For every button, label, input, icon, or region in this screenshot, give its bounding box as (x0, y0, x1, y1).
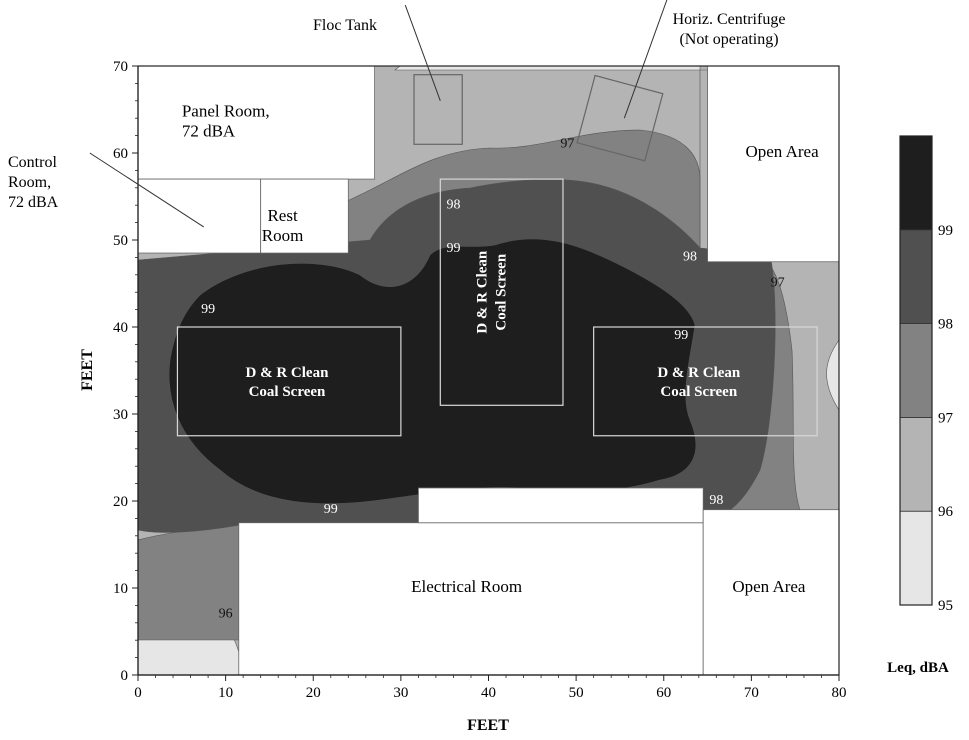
colorbar-band (899, 229, 933, 325)
x-tick-label: 50 (569, 685, 584, 701)
colorbar-band (899, 323, 933, 418)
callouts: Floc Tank Horiz. Centrifuge (Not operating… (8, 0, 786, 228)
colorbar: 95 96 97 98 99 (899, 135, 954, 614)
callout-line (404, 4, 441, 101)
colorbar-label: Leq, dBA (887, 660, 949, 676)
coal-screen-label: D & R Clean Coal Screen (475, 250, 510, 334)
x-axis: 0 10 20 30 40 50 60 70 80 (134, 674, 847, 701)
coal-screen-outline (176, 326, 402, 437)
room-label: Rest Room (262, 206, 304, 245)
room-label: Electrical Room (411, 577, 522, 596)
contour-label: 98 (683, 250, 697, 265)
contour-label: 99 (674, 328, 688, 343)
room-area (260, 178, 349, 254)
x-tick-label: 30 (393, 685, 408, 701)
room-label: Open Area (745, 142, 819, 161)
y-axis: 0 10 20 30 40 50 60 70 (113, 59, 139, 684)
y-tick-label: 0 (121, 668, 129, 684)
y-tick-label: 60 (113, 146, 128, 162)
contour-label: 99 (324, 502, 338, 517)
y-axis-label: FEET (79, 349, 96, 391)
x-tick-label: 10 (218, 685, 233, 701)
contour-label: 98 (709, 493, 723, 508)
x-tick-label: 60 (656, 685, 671, 701)
coal-screen-label: D & R Clean Coal Screen (246, 365, 330, 400)
colorbar-tick-label: 95 (938, 598, 953, 614)
contour-label: 97 (560, 137, 574, 152)
room-area (137, 65, 375, 180)
y-tick-label: 10 (113, 581, 128, 597)
room-area (137, 178, 262, 254)
equipment-outline (576, 74, 664, 162)
colorbar-frame (899, 135, 933, 606)
room-area (417, 487, 704, 524)
colorbar-band (899, 510, 933, 606)
colorbar-tick-label: 97 (938, 410, 954, 426)
colorbar-band (899, 135, 933, 231)
callout-label: Floc Tank (313, 17, 377, 34)
x-tick-label: 70 (744, 685, 759, 701)
contour-label: 96 (219, 606, 233, 621)
x-tick-label: 80 (832, 685, 847, 701)
coal-screen-label: D & R Clean Coal Screen (657, 365, 741, 400)
coal-screen-outline (439, 178, 564, 406)
callout-line (623, 0, 668, 119)
room-area (707, 65, 840, 263)
rooms: Panel Room, 72 dBA Rest Room Open Area Electr… (137, 65, 840, 676)
room-label: Open Area (732, 577, 806, 596)
x-tick-label: 20 (306, 685, 321, 701)
room-area (238, 522, 704, 676)
x-axis-label: FEET (467, 717, 509, 734)
contour-label: 99 (446, 241, 460, 256)
y-tick-label: 50 (113, 233, 128, 249)
colorbar-tick-label: 99 (938, 223, 953, 239)
coal-screen-outline (593, 326, 818, 437)
y-tick-label: 30 (113, 407, 128, 423)
colorbar-tick-label: 96 (938, 504, 954, 520)
band-99 (168, 238, 697, 504)
callout-line (89, 152, 204, 228)
x-tick-label: 40 (481, 685, 496, 701)
y-tick-label: 20 (113, 494, 128, 510)
y-tick-label: 70 (113, 59, 128, 75)
contour-label: 99 (201, 302, 215, 317)
equipment-outlines: D & R Clean Coal Screen D & R Clean Coal Sc… (176, 74, 818, 437)
y-tick-label: 40 (113, 320, 128, 336)
contour-label: 97 (771, 276, 785, 291)
room-label: Panel Room, 72 dBA (182, 101, 270, 140)
callout-label: Control Room, 72 dBA (8, 154, 59, 211)
callout-label: Horiz. Centrifuge (Not operating) (673, 11, 786, 48)
colorbar-tick-label: 98 (938, 317, 953, 333)
colorbar-band (899, 416, 933, 512)
equipment-outline (413, 74, 463, 145)
x-tick-label: 0 (134, 685, 142, 701)
contour-labels: 97 98 99 98 97 99 99 99 98 96 (201, 137, 785, 622)
contour-label: 98 (446, 197, 460, 212)
